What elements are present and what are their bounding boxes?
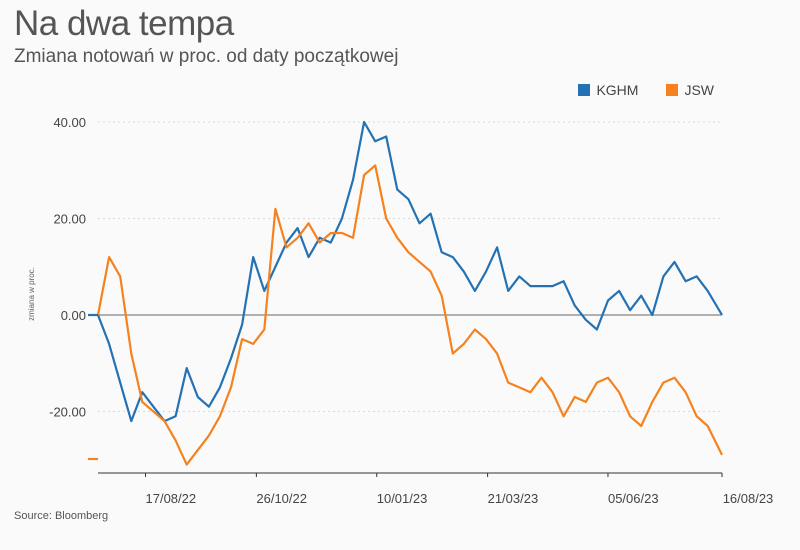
legend-item-kghm: KGHM <box>578 82 638 98</box>
legend-item-jsw: JSW <box>666 82 714 98</box>
x-tick-label: 17/08/22 <box>146 491 197 506</box>
legend-swatch-jsw <box>666 84 679 96</box>
x-tick-label: 21/03/23 <box>488 491 539 506</box>
x-tick-label: 05/06/23 <box>608 491 659 506</box>
legend-label-jsw: JSW <box>684 82 714 98</box>
y-axis-label: zmiana w proc. <box>27 267 36 321</box>
legend-label-kghm: KGHM <box>596 82 639 98</box>
legend: KGHM JSW <box>578 82 714 98</box>
y-tick-label: 40.00 <box>53 115 86 130</box>
series-line-jsw <box>96 164 723 466</box>
y-tick-label: -20.00 <box>49 405 86 420</box>
x-tick-label: 16/08/23 <box>723 491 774 506</box>
x-tick-label: 10/01/23 <box>377 491 428 506</box>
legend-swatch-kghm <box>578 84 591 96</box>
source-note: Source: Bloomberg <box>14 510 109 522</box>
y-tick-label: 0.00 <box>61 308 86 323</box>
chart-title: Na dwa tempa <box>14 4 234 43</box>
x-tick-label: 26/10/22 <box>256 491 307 506</box>
y-tick-label: 20.00 <box>53 212 86 227</box>
chart-subtitle: Zmiana notowań w proc. od daty początkow… <box>14 46 399 67</box>
series-line-kghm <box>96 120 723 423</box>
